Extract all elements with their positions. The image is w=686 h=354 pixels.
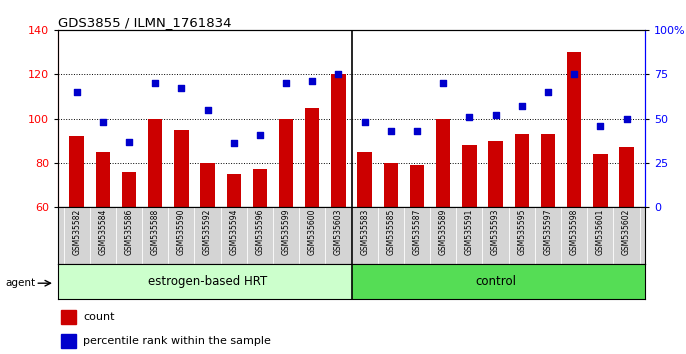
Point	[150, 80, 161, 86]
Text: GSM535599: GSM535599	[282, 209, 291, 255]
Text: count: count	[83, 312, 115, 322]
Text: percentile rank within the sample: percentile rank within the sample	[83, 336, 271, 346]
Bar	[148, 119, 163, 207]
Text: GSM535602: GSM535602	[622, 209, 631, 255]
Point	[333, 72, 344, 77]
Point	[123, 139, 134, 144]
Point	[307, 79, 318, 84]
Point	[97, 119, 108, 125]
Text: GSM535593: GSM535593	[491, 209, 500, 255]
Bar	[200, 163, 215, 207]
Bar	[619, 147, 634, 207]
Bar	[305, 108, 320, 207]
Bar	[69, 136, 84, 207]
Text: GSM535601: GSM535601	[596, 209, 605, 255]
Point	[464, 114, 475, 120]
Point	[176, 86, 187, 91]
Bar	[357, 152, 372, 207]
Point	[569, 72, 580, 77]
Text: GSM535598: GSM535598	[569, 209, 579, 255]
Point	[517, 103, 528, 109]
Point	[543, 89, 554, 95]
Point	[412, 128, 423, 134]
Bar	[279, 119, 294, 207]
Point	[281, 80, 292, 86]
Text: GSM535586: GSM535586	[124, 209, 134, 255]
Text: GSM535584: GSM535584	[98, 209, 107, 255]
Bar	[351, 264, 645, 299]
Point	[438, 80, 449, 86]
Text: control: control	[475, 275, 516, 288]
Bar	[61, 334, 76, 348]
Bar	[122, 172, 137, 207]
Text: GSM535595: GSM535595	[517, 209, 526, 255]
Bar	[514, 134, 529, 207]
Point	[386, 128, 397, 134]
Point	[621, 116, 632, 121]
Bar	[436, 119, 451, 207]
Point	[255, 132, 265, 137]
Text: GSM535591: GSM535591	[465, 209, 474, 255]
Bar	[58, 264, 351, 299]
Point	[359, 119, 370, 125]
Text: GSM535589: GSM535589	[439, 209, 448, 255]
Point	[490, 112, 501, 118]
Bar	[410, 165, 424, 207]
Bar	[61, 310, 76, 324]
Bar	[174, 130, 189, 207]
Text: GSM535590: GSM535590	[177, 209, 186, 255]
Text: GSM535600: GSM535600	[308, 209, 317, 255]
Bar	[541, 134, 555, 207]
Text: GSM535592: GSM535592	[203, 209, 212, 255]
Text: GSM535587: GSM535587	[412, 209, 421, 255]
Point	[71, 89, 82, 95]
Text: GSM535585: GSM535585	[386, 209, 395, 255]
Text: estrogen-based HRT: estrogen-based HRT	[148, 275, 267, 288]
Text: GSM535583: GSM535583	[360, 209, 369, 255]
Bar	[252, 170, 267, 207]
Text: GDS3855 / ILMN_1761834: GDS3855 / ILMN_1761834	[58, 16, 232, 29]
Point	[202, 107, 213, 113]
Bar	[593, 154, 608, 207]
Bar	[95, 152, 110, 207]
Text: GSM535594: GSM535594	[229, 209, 238, 255]
Text: GSM535603: GSM535603	[334, 209, 343, 255]
Bar	[488, 141, 503, 207]
Point	[228, 141, 239, 146]
Bar	[331, 74, 346, 207]
Bar	[462, 145, 477, 207]
Text: GSM535597: GSM535597	[543, 209, 552, 255]
Bar	[567, 52, 581, 207]
Bar	[383, 163, 398, 207]
Point	[595, 123, 606, 129]
Text: GSM535582: GSM535582	[72, 209, 81, 255]
Text: GSM535588: GSM535588	[151, 209, 160, 255]
Text: agent: agent	[5, 278, 36, 288]
Bar	[226, 174, 241, 207]
Text: GSM535596: GSM535596	[255, 209, 264, 255]
